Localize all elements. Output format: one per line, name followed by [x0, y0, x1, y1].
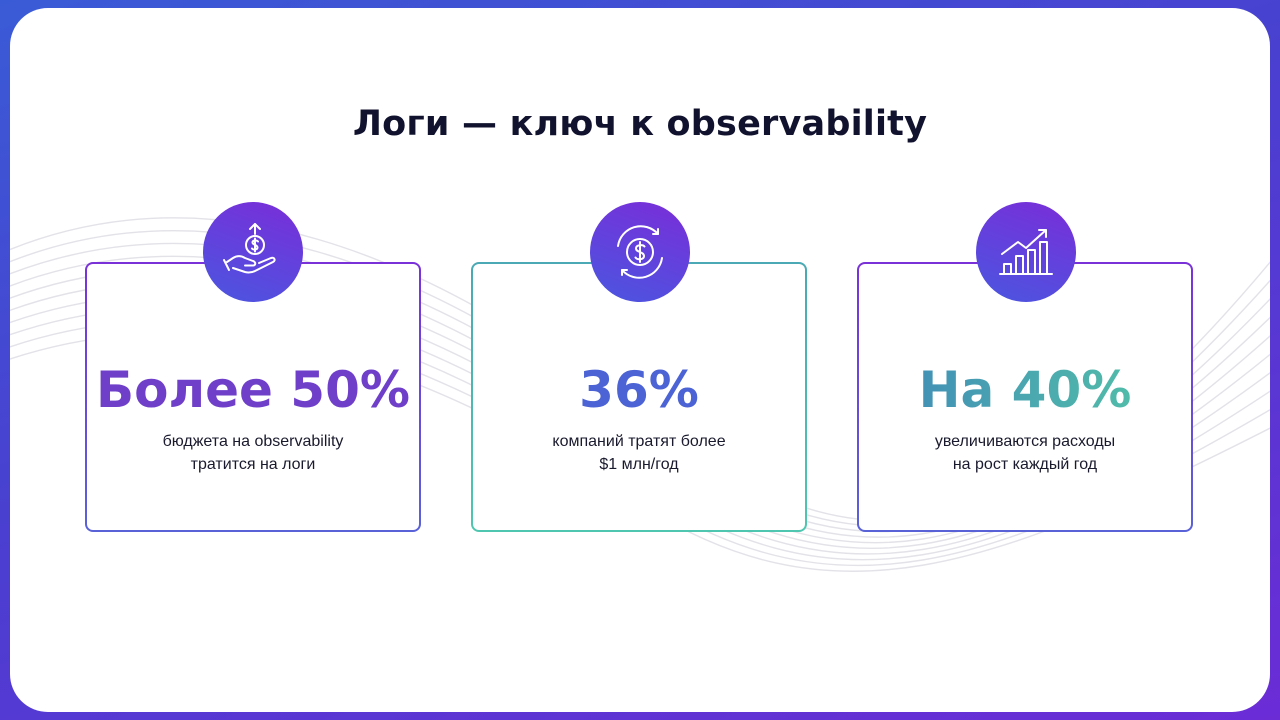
stat-card-companies: 36% компаний тратят более $1 млн/год — [471, 262, 807, 532]
stat-description-line: $1 млн/год — [599, 456, 679, 473]
stat-description: увеличиваются расходы на рост каждый год — [859, 430, 1191, 476]
stat-description-line: тратится на логи — [190, 456, 316, 473]
stat-value: 36% — [579, 361, 699, 419]
stat-description: компаний тратят более $1 млн/год — [473, 430, 805, 476]
stat-value: На 40% — [859, 360, 1191, 420]
stat-card-budget: Более 50% бюджета на observability трати… — [85, 262, 421, 532]
stat-description: бюджета на observability тратится на лог… — [87, 430, 419, 476]
dollar-cycle-icon — [590, 202, 690, 302]
stat-description-line: на рост каждый год — [952, 456, 1098, 473]
page-title: Логи — ключ к observability — [352, 104, 928, 144]
stat-description-line: компаний тратят более — [552, 433, 726, 450]
stat-card-growth: На 40% увеличиваются расходы на рост каж… — [857, 262, 1193, 532]
stat-description-line: увеличиваются расходы — [934, 433, 1116, 450]
slide: Логи — ключ к observability Более 50% бю… — [10, 8, 1270, 712]
hand-coin-up-icon — [203, 202, 303, 302]
stat-description-line: бюджета на observability — [162, 433, 344, 450]
growth-chart-icon — [976, 202, 1076, 302]
stat-value: Более 50% — [96, 361, 410, 419]
